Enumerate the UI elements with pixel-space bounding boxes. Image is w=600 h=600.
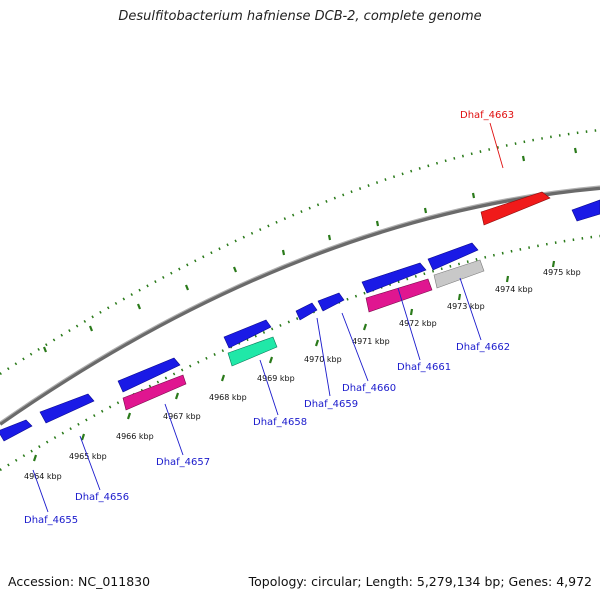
scale-label: 4974 kbp — [495, 285, 533, 294]
gene-arrow-magenta — [365, 278, 433, 313]
scale-label: 4970 kbp — [304, 355, 342, 364]
scale-label: 4968 kbp — [209, 393, 247, 402]
gene-label: Dhaf_4656 — [75, 492, 129, 503]
inner-tick-ring — [0, 234, 600, 472]
gene-arrow — [361, 262, 427, 294]
major-ticks — [32, 147, 578, 462]
accession-text: Accession: NC_011830 — [8, 574, 151, 589]
gene-label: Dhaf_4662 — [456, 342, 510, 353]
gene-arrow — [223, 319, 272, 349]
scale-label: 4975 kbp — [543, 268, 581, 277]
colored-genes — [122, 191, 551, 411]
genome-backbone — [0, 186, 600, 426]
scale-label: 4966 kbp — [116, 432, 154, 441]
scale-label: 4972 kbp — [399, 319, 437, 328]
gene-label: Dhaf_4657 — [156, 457, 210, 468]
outer-tick-ring — [0, 128, 600, 376]
gene-arrow — [117, 357, 181, 393]
topology-text: Topology: circular; Length: 5,279,134 bp… — [248, 574, 592, 589]
forward-genes — [0, 199, 600, 442]
scale-label: 4971 kbp — [352, 337, 390, 346]
gene-arrow-grey — [433, 259, 485, 289]
gene-arrow — [39, 393, 95, 424]
gene-label: Dhaf_4663 — [460, 110, 514, 121]
gene-arrow — [295, 302, 318, 321]
gene-label: Dhaf_4655 — [24, 515, 78, 526]
gene-arrow-red — [480, 191, 551, 226]
gene-arrow — [317, 292, 345, 312]
label-leaders — [32, 122, 504, 513]
scale-label: 4967 kbp — [163, 412, 201, 421]
gene-label: Dhaf_4659 — [304, 399, 358, 410]
gene-arrow-green — [227, 336, 278, 367]
gene-arrow-magenta — [122, 374, 187, 411]
gene-arrow — [0, 419, 33, 442]
scale-label: 4973 kbp — [447, 302, 485, 311]
gene-arrow — [571, 199, 600, 222]
gene-label: Dhaf_4658 — [253, 417, 307, 428]
gene-arrow — [427, 242, 479, 271]
scale-label: 4969 kbp — [257, 374, 295, 383]
gene-label: Dhaf_4661 — [397, 362, 451, 373]
scale-label: 4964 kbp — [24, 472, 62, 481]
map-title: Desulfitobacterium hafniense DCB-2, comp… — [118, 9, 482, 24]
gene-label: Dhaf_4660 — [342, 383, 396, 394]
